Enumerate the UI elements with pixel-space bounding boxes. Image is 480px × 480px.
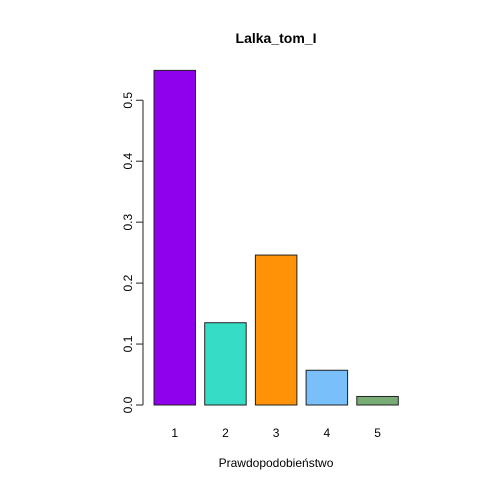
bar-2 xyxy=(204,322,247,406)
bar-3 xyxy=(254,254,298,406)
x-tick-label: 4 xyxy=(324,426,331,440)
y-tick-label: 0.5 xyxy=(121,92,135,109)
y-tick-label: 0.1 xyxy=(121,335,135,352)
x-tick-label: 5 xyxy=(374,426,381,440)
bar-5 xyxy=(356,395,399,406)
x-tick-label: 2 xyxy=(222,426,229,440)
x-tick-label: 1 xyxy=(171,426,178,440)
y-tick-label: 0.4 xyxy=(121,153,135,170)
x-axis-label: Prawdopodobieństwo xyxy=(219,456,334,470)
y-tick-label: 0.3 xyxy=(121,213,135,230)
y-tick-label: 0.2 xyxy=(121,274,135,291)
bars-group xyxy=(153,69,399,406)
bar-4 xyxy=(305,369,349,406)
x-tick-label: 3 xyxy=(273,426,280,440)
x-tick-labels: 1 2 3 4 5 xyxy=(171,426,381,440)
y-axis: 0.0 0.1 0.2 0.3 0.4 0.5 xyxy=(121,92,144,413)
bar-1 xyxy=(153,69,196,406)
y-tick-label: 0.0 xyxy=(121,396,135,413)
chart-title: Lalka_tom_I xyxy=(236,30,317,46)
